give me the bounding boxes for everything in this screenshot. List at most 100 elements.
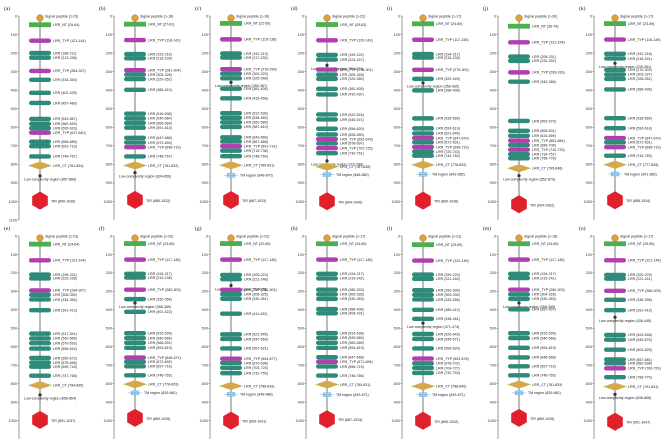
domain-lrr: LRR (221-244) bbox=[412, 276, 460, 282]
lrr-typ-box bbox=[124, 37, 146, 43]
axis-tick-label: 600 bbox=[11, 126, 17, 130]
lrr-typ-box bbox=[316, 257, 338, 262]
axis-tick-label: 100 bbox=[586, 253, 592, 257]
lrr-typ-box bbox=[124, 144, 146, 150]
domain-label: LRR_TYP (661-684) bbox=[532, 139, 565, 143]
axis-tick-label: 700 bbox=[106, 144, 112, 148]
domain-label: LRR_TYP (648-671) bbox=[148, 356, 181, 360]
signal-peptide-marker bbox=[611, 234, 619, 242]
domain-label: TIR (895-1041) bbox=[242, 420, 266, 424]
domain-lrr: LRR (194-217) bbox=[412, 51, 460, 56]
axis-tick-label: 1000 bbox=[200, 419, 208, 423]
domain-lrr: LRR (667-688) bbox=[220, 139, 268, 144]
domain-label: LRR (279-302) bbox=[628, 68, 652, 72]
domain-label: LRR_TYP (696-719) bbox=[148, 145, 181, 149]
axis-tick-label: 700 bbox=[394, 144, 400, 148]
axis-tick-label: 400 bbox=[586, 88, 592, 92]
axis-tick-label: 200 bbox=[394, 271, 400, 275]
lrr-box bbox=[220, 51, 242, 56]
domain-lrr: LRR (223-238) bbox=[29, 276, 77, 281]
lrr-box bbox=[412, 116, 434, 121]
axis-tick-label: 400 bbox=[106, 308, 112, 312]
domain-label: LRR (410-437) bbox=[340, 93, 364, 97]
domain-label: LRR (594-619) bbox=[340, 346, 364, 350]
panel-letter: (i) bbox=[387, 5, 392, 12]
signal-peptide-marker bbox=[323, 234, 331, 242]
domain-label: LRR (545-571) bbox=[436, 337, 460, 341]
domain-label: LRR (697-716) bbox=[148, 365, 172, 369]
axis-tick-label: 700 bbox=[490, 144, 496, 148]
axis-tick-label: 500 bbox=[106, 327, 112, 331]
domain-lrr: LRR (515-539) bbox=[124, 331, 172, 336]
axis-tick-label: 1000 bbox=[104, 419, 112, 423]
axis-tick-label: 0 bbox=[398, 234, 400, 238]
axis-tick-label: 700 bbox=[11, 144, 17, 148]
lrr-box bbox=[124, 87, 146, 93]
domain-label: LRR (596-620) bbox=[340, 127, 364, 131]
lrr-box bbox=[508, 128, 530, 133]
domain-typ: LRR_TYP (115-138) bbox=[220, 37, 276, 42]
domain-label: LRR (334-354) bbox=[53, 298, 77, 302]
domain-signal: Signal peptide (1-18) bbox=[515, 234, 557, 242]
domain-lrr: LRR (539-565) bbox=[412, 116, 460, 121]
axis-tick-label: 0 bbox=[590, 234, 592, 238]
domain-label: LRR_TYP (293-316) bbox=[532, 71, 565, 75]
lrr-box bbox=[604, 332, 626, 338]
domain-label: LRR_NT (27-61) bbox=[148, 22, 175, 26]
lrr-box bbox=[124, 111, 146, 116]
domain-lrr: LRR (553-579) bbox=[508, 118, 556, 123]
lrr-typ-box bbox=[316, 359, 338, 365]
domain-label: Low complexity region (358-369) bbox=[503, 305, 555, 309]
domain-label: Signal peptide (1-18) bbox=[524, 234, 557, 238]
lrr-typ-box bbox=[508, 147, 530, 152]
domain-lrr: LRR (672-691) bbox=[604, 140, 652, 145]
domain-label: LRR_TYP (617-640) bbox=[53, 131, 86, 135]
domain-lrr: LRR (433-456) bbox=[220, 96, 268, 101]
axis-tick-label: 500 bbox=[202, 107, 208, 111]
low-complexity-dot bbox=[38, 393, 42, 397]
lrr-typ-box bbox=[412, 144, 434, 150]
axis-tick-label: 200 bbox=[11, 271, 17, 275]
tir-hexagon bbox=[127, 190, 143, 209]
domain-lrr: LRR (300-323) bbox=[220, 71, 268, 76]
domain-lrr: LRR (720-743) bbox=[412, 149, 460, 154]
domain-lrr: LRR (193-216) bbox=[124, 51, 172, 56]
lrr-typ-box bbox=[604, 135, 626, 141]
domain-typ: LRR_TYP (706-729) bbox=[604, 366, 661, 371]
domain-typ: LRR_TYP (696-719) bbox=[604, 144, 661, 149]
lrr-box bbox=[412, 276, 434, 282]
domain-label: TIR (887-1033) bbox=[242, 199, 266, 203]
lrr-nt-box bbox=[124, 21, 146, 27]
axis-tick-label: 600 bbox=[586, 345, 592, 349]
lrr-box bbox=[124, 154, 146, 159]
domain-lrr: LRR (591-614) bbox=[124, 125, 172, 130]
domain-label: LRR (223-238) bbox=[53, 277, 77, 281]
axis-tick-label: 500 bbox=[490, 107, 496, 111]
domain-nt: LRR_NT (24-64) bbox=[29, 241, 80, 247]
lrr-box bbox=[124, 140, 146, 145]
panel-letter: (b) bbox=[99, 5, 106, 12]
domain-label: LRR_NT (24-60) bbox=[436, 22, 463, 26]
domain-label: LRR (387-407) bbox=[532, 308, 556, 312]
lrr-box bbox=[220, 139, 242, 144]
domain-lrr: LRR (543-567) bbox=[29, 116, 77, 121]
domain-tir: TIR (895-1041) bbox=[223, 411, 266, 430]
tir-hexagon bbox=[32, 191, 48, 210]
domain-lrr: LRR (386-406) bbox=[316, 306, 364, 311]
domain-label: Signal peptide (1-17) bbox=[428, 14, 461, 18]
domain-lrr: LRR (657-681) bbox=[604, 357, 652, 362]
lrr-box bbox=[124, 271, 146, 277]
axis-tick-label: 300 bbox=[106, 70, 112, 74]
axis-tick-label: 100 bbox=[202, 253, 208, 257]
domain-label: LRR (672-692) bbox=[148, 360, 172, 364]
domain-label: LRR_TYP (122-145) bbox=[436, 259, 469, 263]
domain-typ: LRR_TYP (117-140) bbox=[316, 257, 372, 262]
domain-label: LRR_TYP (671-694) bbox=[340, 360, 373, 364]
lrr-box bbox=[316, 287, 338, 292]
domain-lrr: LRR (747-768) bbox=[29, 373, 77, 378]
domain-lrr: LRR (697-716) bbox=[508, 364, 556, 369]
domain-tm: TM region (841-863) bbox=[608, 171, 657, 176]
lrr-box bbox=[604, 347, 626, 352]
domain-label: LRR (334-354) bbox=[53, 78, 77, 82]
domain-lrr: LRR (679-698) bbox=[220, 360, 268, 365]
